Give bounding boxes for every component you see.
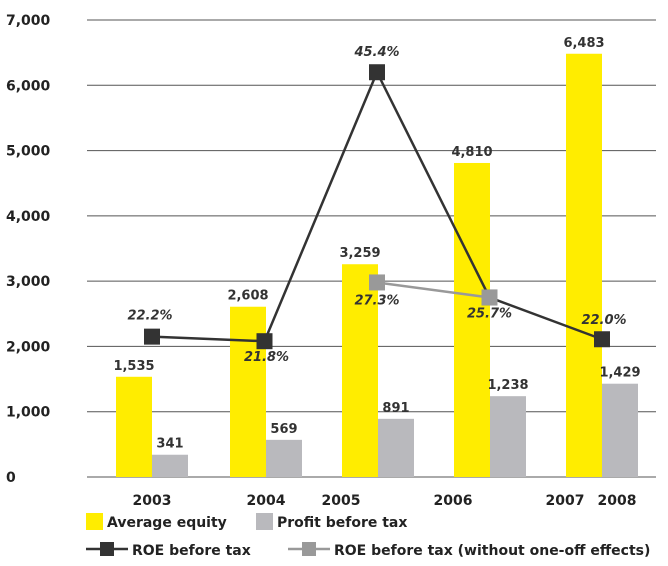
data-label-roe-before-tax: 45.4%	[353, 45, 399, 60]
data-label-roe-before-tax: 22.2%	[127, 309, 172, 324]
y-tick-label: 7,000	[6, 13, 51, 29]
legend: Average equity Profit before tax ROE bef…	[86, 513, 650, 559]
bar-average-equity	[116, 376, 152, 477]
data-label-average-equity: 4,810	[451, 145, 492, 160]
legend-label-roe-before-tax: ROE before tax	[132, 543, 251, 559]
y-tick-label: 5,000	[6, 144, 51, 160]
marker-roe-without-one-off	[369, 274, 385, 291]
x-tick-label: 2004	[247, 493, 286, 509]
marker-roe-before-tax	[144, 328, 160, 345]
marker-roe-without-one-off	[481, 289, 498, 306]
legend-swatch-profit-before-tax	[256, 513, 273, 530]
x-tick-label: 2003	[133, 493, 172, 509]
bar-profit-before-tax	[378, 418, 414, 477]
data-label-average-equity: 1,535	[113, 359, 154, 374]
legend-marker-roe-without-one-off	[302, 542, 316, 556]
y-axis: 0 1,000 2,000 3,000 4,000 5,000 6,000 7,000	[6, 13, 51, 486]
legend-marker-roe-before-tax	[100, 542, 114, 556]
line-roe-without-one-off	[376, 281, 490, 299]
data-label-roe-without-one-off: 27.3%	[354, 293, 399, 308]
data-label-roe-before-tax: 25.7%	[467, 306, 512, 321]
data-label-profit-before-tax: 1,429	[599, 366, 640, 381]
marker-roe-before-tax	[594, 331, 610, 348]
data-label-average-equity: 2,608	[227, 289, 268, 304]
x-tick-label: 2006	[434, 493, 473, 509]
data-label-average-equity: 3,259	[339, 246, 380, 261]
legend-label-roe-without-one-off: ROE before tax (without one-off effects)	[334, 543, 650, 559]
x-tick-label: 2005	[322, 493, 361, 509]
data-label-profit-before-tax: 1,238	[487, 378, 528, 393]
bar-average-equity	[454, 162, 490, 477]
y-tick-label: 1,000	[6, 405, 51, 421]
bar-profit-before-tax	[152, 454, 188, 477]
data-label-profit-before-tax: 891	[382, 401, 409, 416]
data-label-average-equity: 6,483	[563, 36, 604, 51]
bar-average-equity	[342, 264, 378, 477]
x-tick-label: 2007	[546, 493, 585, 509]
data-label-profit-before-tax: 569	[270, 422, 297, 437]
legend-swatch-average-equity	[86, 513, 103, 530]
y-tick-label: 3,000	[6, 274, 51, 290]
bar-profit-before-tax	[266, 439, 302, 477]
legend-label-profit-before-tax: Profit before tax	[277, 515, 407, 531]
bar-average-equity	[566, 53, 602, 477]
marker-roe-before-tax	[256, 333, 273, 350]
data-label-roe-before-tax: 22.0%	[581, 313, 626, 328]
marker-roe-before-tax	[369, 64, 385, 81]
y-tick-label: 0	[6, 470, 16, 486]
y-tick-label: 2,000	[6, 339, 51, 355]
x-tick-label: 2008	[598, 493, 637, 509]
y-tick-label: 4,000	[6, 209, 51, 225]
y-tick-label: 6,000	[6, 78, 51, 94]
legend-label-average-equity: Average equity	[107, 515, 227, 531]
legend-item-roe-before-tax: ROE before tax	[86, 542, 251, 559]
x-axis: 2003 2004 2005 2006 2007 2008	[133, 493, 637, 509]
legend-item-roe-without-one-off: ROE before tax (without one-off effects)	[288, 542, 650, 559]
legend-item-average-equity: Average equity	[86, 513, 227, 531]
lines: 22.2% 21.8% 45.4% 25.7% 22.0% 27.3%	[127, 45, 626, 365]
bar-average-equity	[230, 306, 266, 477]
data-label-profit-before-tax: 341	[156, 437, 183, 452]
bar-profit-before-tax	[602, 383, 638, 477]
bars: 1,535 2,608 3,259 4,810 6,483 341 569 891 1,238 1…	[113, 36, 641, 477]
legend-item-profit-before-tax: Profit before tax	[256, 513, 407, 531]
data-label-roe-before-tax: 21.8%	[244, 350, 289, 365]
bar-profit-before-tax	[490, 396, 526, 477]
